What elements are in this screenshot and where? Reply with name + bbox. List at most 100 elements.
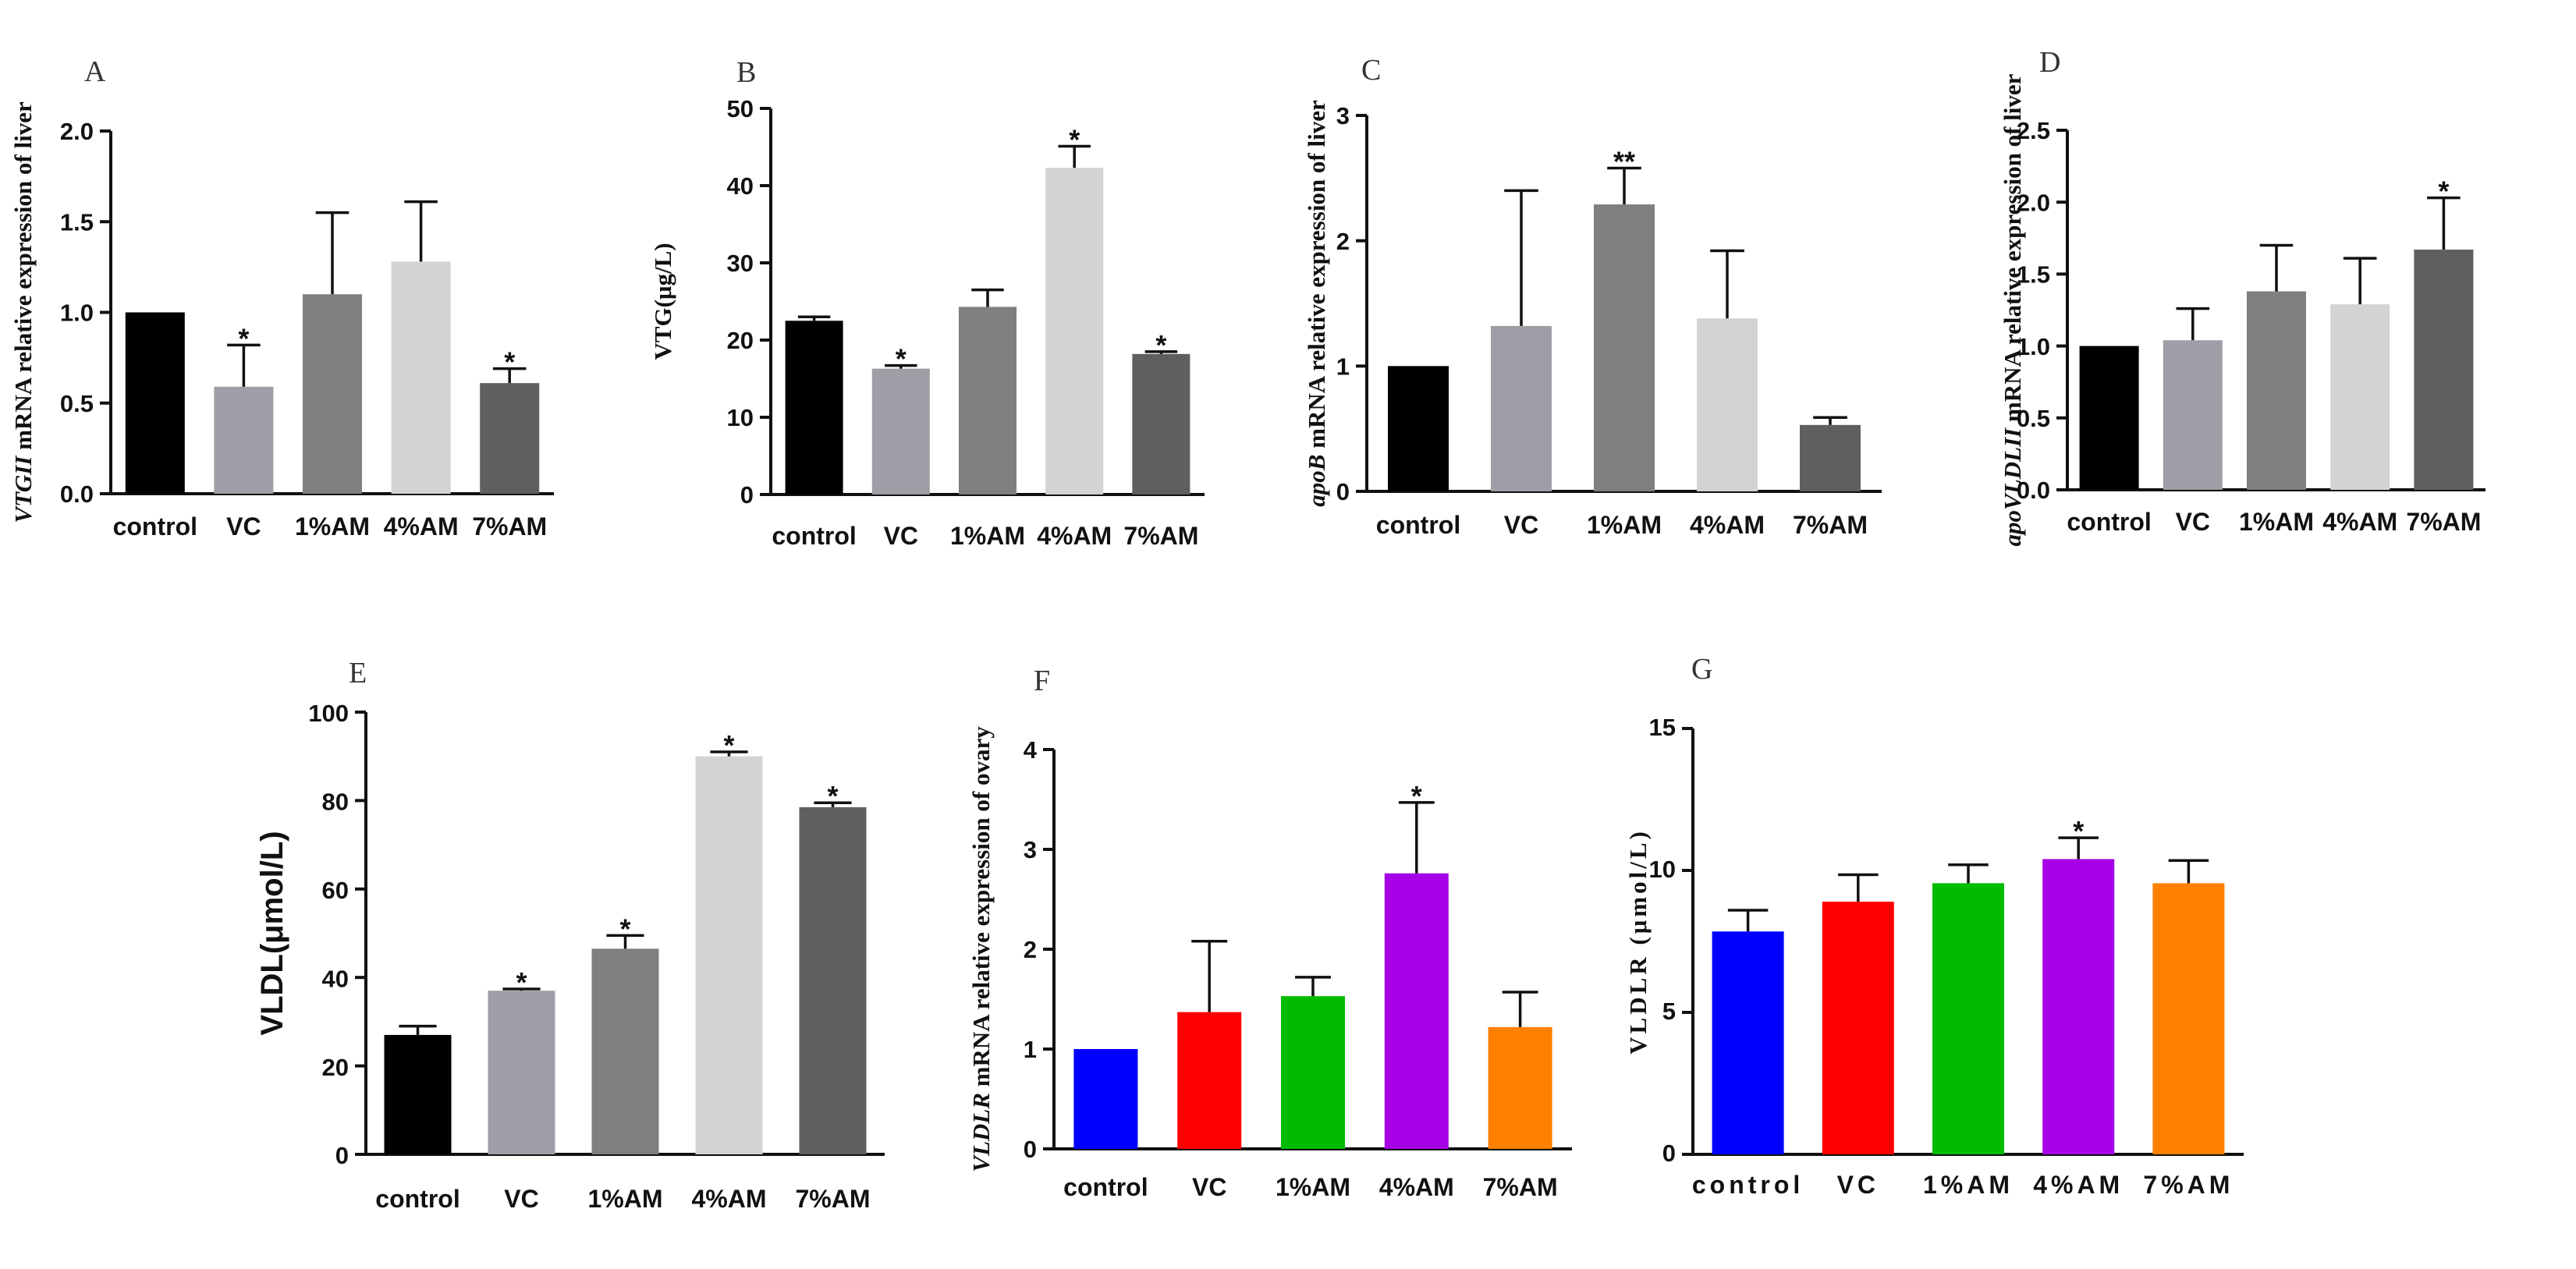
bar-control [785,321,843,494]
x-tick-label: 7%AM [1123,522,1198,550]
y-axis-label: VLDL(μmol/L) [255,831,289,1035]
x-tick-label: VC [884,522,918,550]
y-axis-label: VLDLR (μmol/L) [1624,828,1652,1055]
x-tick-label: control [1692,1171,1804,1199]
panel-label-A: A [84,55,106,88]
y-tick-label: 1 [1336,353,1350,380]
x-tick-label: 4%AM [691,1185,766,1213]
y-tick-label: 60 [322,877,349,904]
y-tick-label: 0.0 [60,480,94,508]
significance-marker: * [504,346,515,378]
bar-1%AM [303,294,362,494]
y-tick-label: 2 [1024,936,1037,963]
y-tick-label: 20 [322,1054,349,1081]
y-axis-label-part: VTGII [9,455,37,523]
x-tick-label: VC [226,512,261,541]
bar-7%AM [799,806,867,1154]
significance-marker: * [2073,815,2084,847]
bar-VC [1177,1012,1242,1149]
x-tick-label: VC [2176,508,2210,536]
bar-4%AM [2330,304,2390,490]
significance-marker: * [1155,329,1166,361]
bar-1%AM [1932,883,2004,1154]
y-tick-label: 40 [322,965,349,992]
y-axis-label: apoB mRNA relative expression of liver [1303,100,1330,507]
x-tick-label: 4%AM [1037,522,1112,550]
x-tick-label: 4%AM [1379,1173,1454,1201]
y-axis-label: apoVLDLII mRNA relative expression of li… [1999,73,2026,546]
significance-marker: * [2438,175,2449,207]
y-tick-label: 15 [1649,714,1676,741]
significance-marker: * [1411,780,1422,812]
bar-7%AM [2414,250,2474,490]
x-tick-label: VC [504,1185,538,1213]
y-tick-label: 0.5 [60,390,94,417]
y-axis-label: VLDLR mRNA relative expression of ovary [967,726,995,1172]
y-tick-label: 3 [1336,102,1350,129]
y-axis-label-part: mRNA relative expression of liver [1303,100,1330,455]
bar-7%AM [480,383,540,494]
bar-1%AM [2247,291,2306,490]
x-tick-label: VC [1837,1171,1879,1199]
bar-1%AM [591,948,659,1154]
bar-1%AM [1594,204,1655,491]
y-tick-label: 4 [1024,736,1038,764]
bar-1%AM [959,307,1017,494]
y-tick-label: 80 [322,789,349,816]
x-tick-label: 4%AM [2033,1171,2124,1199]
y-tick-label: 40 [727,172,754,200]
x-tick-label: 7%AM [2143,1171,2234,1199]
y-tick-label: 1 [1024,1036,1037,1063]
panel-label-D: D [2039,46,2060,79]
x-tick-label: 7%AM [2406,508,2481,536]
panel-D: D 0.0 0.5 1.0 1.5 2.0 2.5 control VC 1%AM 4%AM * 7%A… [1999,46,2486,546]
y-tick-label: 50 [727,95,754,122]
bar-VC [871,368,930,494]
x-tick-label: VC [1192,1173,1226,1201]
panel-G: G 0 5 10 15 control VC 1%AM * 4%AM 7%AM VLDLR (μmol… [1624,653,2244,1199]
bar-7%AM [1488,1026,1552,1149]
panel-label-F: F [1034,665,1050,697]
y-tick-label: 10 [1649,856,1676,883]
panel-label-E: E [349,657,367,689]
panel-B: B 0 10 20 30 40 50 control * VC 1%AM * 4%AM * 7%AM VTG(… [649,56,1205,550]
y-axis-label: VTGII mRNA relative expression of liver [9,101,37,523]
significance-marker: * [619,913,630,945]
y-tick-label: 1.5 [2017,261,2050,289]
y-tick-label: 0.0 [2017,477,2050,504]
y-tick-label: 10 [727,404,754,431]
x-tick-label: 1%AM [1587,511,1662,539]
y-tick-label: 0 [1662,1140,1676,1167]
y-tick-label: 2.0 [60,118,94,145]
x-tick-label: 4%AM [2322,508,2397,536]
y-tick-label: 0 [335,1142,349,1169]
bar-control [1073,1049,1138,1149]
bar-4%AM [1384,873,1449,1149]
y-axis-label-part: VLDLR [967,1093,995,1172]
bar-VC [488,991,555,1154]
y-axis-label-part: mRNA relative expression of liver [1999,73,2026,428]
significance-marker: * [723,729,734,761]
x-tick-label: control [2067,508,2151,536]
significance-marker: ** [1613,145,1635,177]
bar-VC [2163,340,2223,490]
significance-marker: * [1069,124,1080,156]
y-axis-label-part: mRNA relative expression of ovary [967,726,995,1093]
bar-4%AM [391,261,451,494]
y-tick-label: 0 [1336,478,1350,505]
x-tick-label: 1%AM [1276,1173,1350,1201]
y-tick-label: 2 [1336,228,1350,255]
bar-control [1712,931,1784,1154]
significance-marker: * [896,343,907,375]
x-tick-label: 7%AM [472,512,547,541]
panel-A: A 0.0 0.5 1.0 1.5 2.0 control * VC 1%AM 4%AM * 7%AM V… [9,55,554,541]
x-tick-label: 7%AM [1483,1173,1558,1201]
bar-4%AM [1697,318,1758,491]
y-tick-label: 20 [727,327,754,354]
panel-C: C 0 1 2 3 control VC ** 1%AM 4%AM 7%AM apoB mRNA re… [1303,54,1882,539]
bar-control [125,312,185,494]
bar-4%AM [2042,859,2115,1154]
significance-marker: * [827,780,838,812]
bar-4%AM [695,756,763,1154]
bar-VC [1822,902,1894,1154]
